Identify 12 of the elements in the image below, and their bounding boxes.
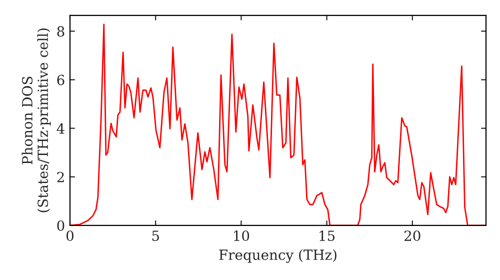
x-axis-title: Frequency (THz) <box>219 249 336 263</box>
y-tick-label: 0 <box>57 220 64 231</box>
x-tick-label: 15 <box>320 230 335 242</box>
y-tick-label: 8 <box>57 26 64 37</box>
x-tick-label: 0 <box>66 230 74 242</box>
y-tick-label: 4 <box>56 123 64 134</box>
y-axis-title: Phonon DOS (States/THz·primitive cell) <box>22 28 51 212</box>
x-tick-label: 20 <box>404 230 420 242</box>
y-tick-label: 6 <box>57 74 64 86</box>
x-tick-label: 5 <box>152 230 159 242</box>
x-tick-label: 10 <box>234 230 250 242</box>
y-tick-label: 2 <box>57 172 64 182</box>
